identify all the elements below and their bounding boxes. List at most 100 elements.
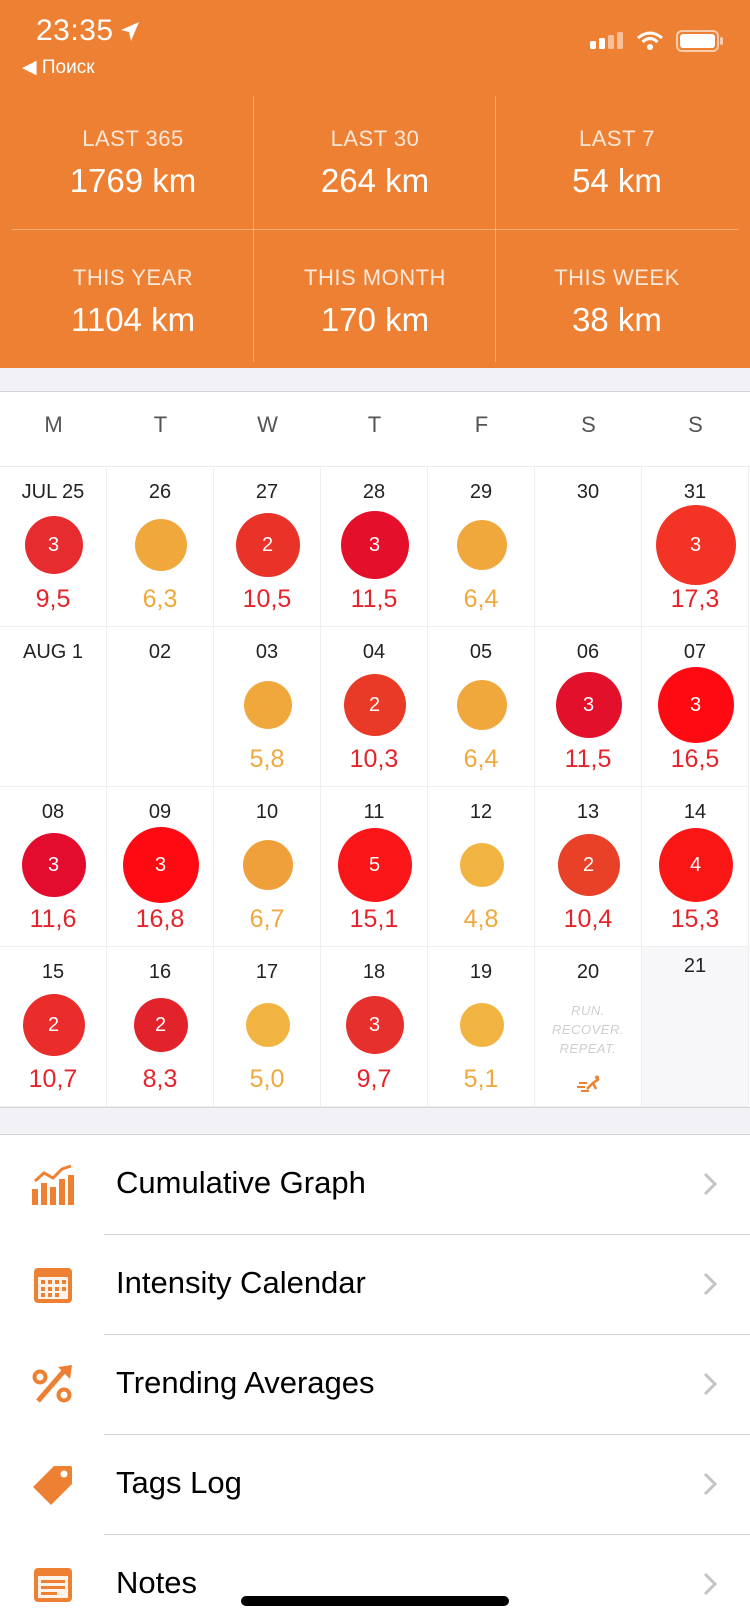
menu-item-label: Tags Log [116,1465,242,1500]
calendar-day[interactable]: 03 5,8 [214,627,321,787]
day-distance: 11,5 [350,585,398,613]
stat-this-week[interactable]: THIS WEEK 38 km [554,265,680,338]
menu-item-cumulative-graph[interactable]: Cumulative Graph [0,1135,750,1235]
menu-item-trending-averages[interactable]: Trending Averages [0,1335,750,1435]
calendar-day[interactable]: AUG 1 [0,627,107,787]
run-intensity-circle: 3 [657,667,734,743]
menu-item-tags-log[interactable]: Tags Log [0,1435,750,1535]
calendar-day[interactable]: 14 4 15,3 [642,787,749,947]
run-count: 3 [368,1013,381,1036]
day-distance: 5,1 [463,1065,499,1093]
calendar-day[interactable]: 17 5,0 [214,947,321,1107]
section-gap [0,1107,750,1135]
run-count: 3 [582,693,595,716]
report-menu: Cumulative Graph Intensity Calendar Tren… [0,1135,750,1624]
home-indicator[interactable] [241,1596,509,1606]
day-date: 15 [41,961,65,983]
day-date: 16 [148,961,172,983]
calendar-day[interactable]: 08 3 11,6 [0,787,107,947]
calendar-day[interactable]: 16 2 8,3 [107,947,214,1107]
menu-item-notes[interactable]: Notes [0,1535,750,1624]
tag-icon [33,1466,72,1505]
calendar-day[interactable]: 28 3 11,5 [321,467,428,627]
run-intensity-circle: 3 [340,511,409,579]
day-distance: 6,7 [249,905,285,933]
day-date: 14 [683,801,707,823]
weekday-label: W [257,412,278,437]
stat-this-month[interactable]: THIS MONTH 170 km [304,265,446,338]
calendar-day[interactable]: 30 [535,467,642,627]
calendar-day[interactable]: 31 3 17,3 [642,467,749,627]
calendar-day[interactable]: 09 3 16,8 [107,787,214,947]
menu-separator [104,1234,750,1235]
weekday-label: S [688,412,703,437]
run-count: 3 [689,533,702,556]
day-distance: 4,8 [463,905,499,933]
day-distance: 10,3 [349,745,399,773]
calendar-day[interactable]: 11 5 15,1 [321,787,428,947]
calendar-day[interactable]: 27 2 10,5 [214,467,321,627]
battery-icon [676,30,723,52]
calendar-day[interactable]: 10 6,7 [214,787,321,947]
calendar-day[interactable]: 18 3 9,7 [321,947,428,1107]
weekday-header: M T W T F S S [0,392,750,467]
run-intensity-circle: 5 [337,828,412,902]
stat-last-30[interactable]: LAST 30 264 km [320,126,430,199]
run-intensity-circle [243,681,292,729]
calendar-day[interactable]: 02 [107,627,214,787]
calendar-day[interactable]: 06 3 11,5 [535,627,642,787]
day-distance: 15,1 [349,905,399,933]
run-intensity-circle: 3 [345,996,404,1054]
calendar-day[interactable]: 20 RUN. RECOVER. REPEAT. [535,947,642,1107]
day-date: 06 [576,641,600,663]
run-intensity-circle [134,519,187,571]
day-date: 29 [469,481,493,503]
stat-last-365[interactable]: LAST 365 1769 km [69,126,197,199]
run-intensity-circle [459,1003,504,1047]
run-intensity-circle: 3 [555,672,622,738]
calendar-day[interactable]: 05 6,4 [428,627,535,787]
menu-separator [104,1334,750,1335]
menu-separator [104,1434,750,1435]
calendar-day[interactable]: 07 3 16,5 [642,627,749,787]
calendar-day[interactable]: JUL 25 3 9,5 [0,467,107,627]
day-date: 21 [683,955,707,977]
run-intensity-circle [456,520,507,570]
calendar-day[interactable]: 26 6,3 [107,467,214,627]
calendar-day[interactable]: 15 2 10,7 [0,947,107,1107]
run-count: 3 [154,853,167,876]
chevron-right-icon [703,1272,718,1296]
day-distance: 6,4 [463,745,499,773]
section-gap [0,368,750,392]
day-date: 30 [576,481,600,503]
day-distance: 8,3 [142,1065,178,1093]
menu-item-intensity-calendar[interactable]: Intensity Calendar [0,1235,750,1335]
day-distance: 11,5 [564,745,612,773]
calendar-day[interactable]: 19 5,1 [428,947,535,1107]
bar-chart-icon [32,1164,74,1205]
day-distance: 9,5 [35,585,71,613]
run-intensity-circle: 2 [235,513,300,577]
day-distance: 9,7 [356,1065,392,1093]
stat-last-7[interactable]: LAST 7 54 km [572,126,662,199]
distance-stats: LAST 365 1769 km LAST 30 264 km LAST 7 54 k… [12,90,738,368]
calendar-day[interactable]: 12 4,8 [428,787,535,947]
calendar-day[interactable]: 21 [642,947,749,1107]
back-to-search-link[interactable]: ◀ Поиск [22,57,95,78]
calendar-day[interactable]: 29 6,4 [428,467,535,627]
day-distance: 10,5 [242,585,292,613]
calendar-icon [34,1268,72,1303]
stats-divider [495,96,496,362]
calendar-day[interactable]: 13 2 10,4 [535,787,642,947]
chevron-right-icon [703,1472,718,1496]
day-date: 31 [683,481,707,503]
weekday-label: M [44,412,63,437]
day-distance: 16,8 [135,905,185,933]
run-count: 2 [154,1013,167,1036]
calendar-day[interactable]: 04 2 10,3 [321,627,428,787]
menu-item-label: Intensity Calendar [116,1265,366,1300]
stat-this-year[interactable]: THIS YEAR 1104 km [70,265,196,338]
menu-item-label: Notes [116,1565,197,1600]
notes-icon [34,1568,72,1602]
day-date: 07 [683,641,707,663]
